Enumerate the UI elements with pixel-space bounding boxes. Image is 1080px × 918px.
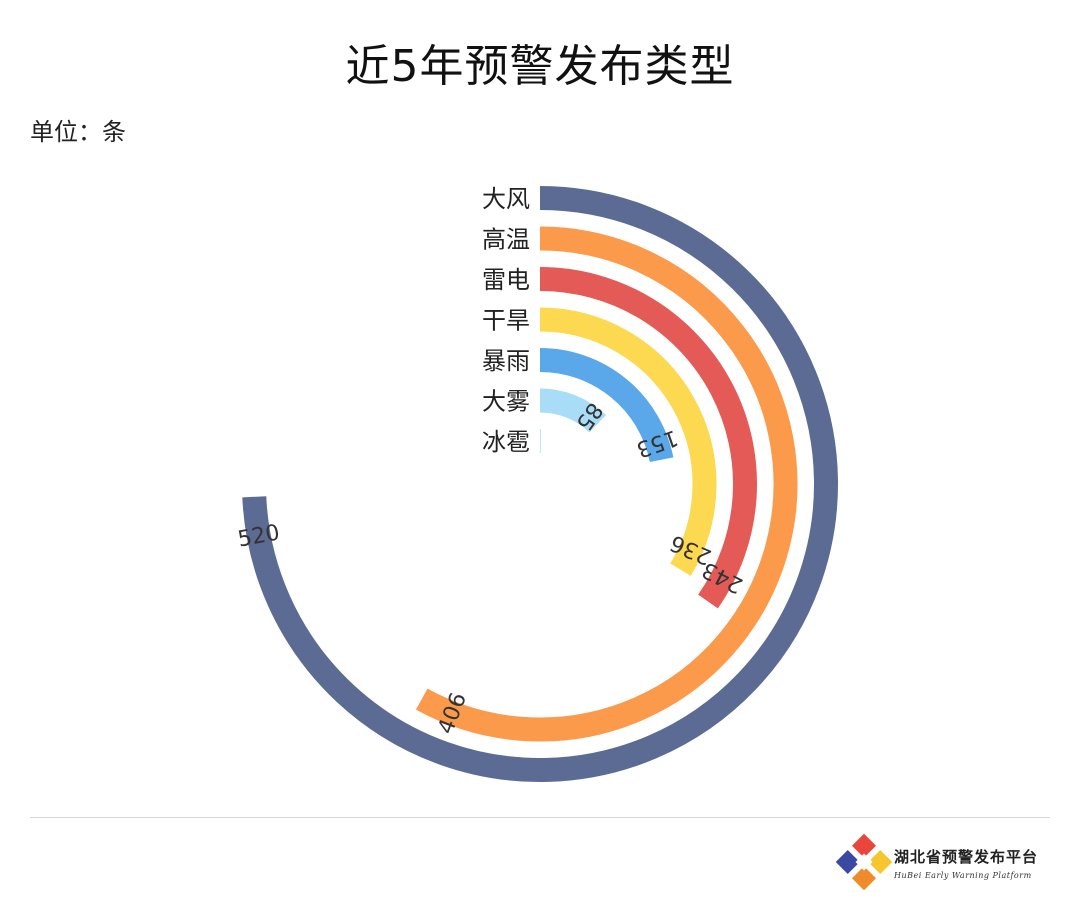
value-label: 520 <box>236 520 282 552</box>
footer-brand: 湖北省预警发布平台 HuBei Early Warning Platform <box>894 846 1038 880</box>
radial-bar-6 <box>539 388 606 433</box>
platform-logo-icon <box>836 834 892 890</box>
radial-bar-3 <box>539 267 757 609</box>
category-label: 大雾 <box>482 388 530 416</box>
unit-label: 单位：条 <box>30 118 126 146</box>
category-label: 暴雨 <box>482 347 530 375</box>
radial-bar-2 <box>415 226 798 742</box>
brand-name-en: HuBei Early Warning Platform <box>894 871 1032 880</box>
radial-bar-1 <box>242 186 838 782</box>
brand-name-cn: 湖北省预警发布平台 <box>894 848 1039 866</box>
chart-title: 近5年预警发布类型 <box>345 41 735 92</box>
footer-divider <box>30 817 1050 818</box>
category-label: 大风 <box>482 185 530 213</box>
category-label: 高温 <box>482 226 530 254</box>
radial-bar-5 <box>539 348 674 463</box>
radial-bar-4 <box>539 307 717 576</box>
category-label: 冰雹 <box>482 428 530 456</box>
category-label: 干旱 <box>482 307 530 335</box>
category-label: 雷电 <box>482 266 530 294</box>
